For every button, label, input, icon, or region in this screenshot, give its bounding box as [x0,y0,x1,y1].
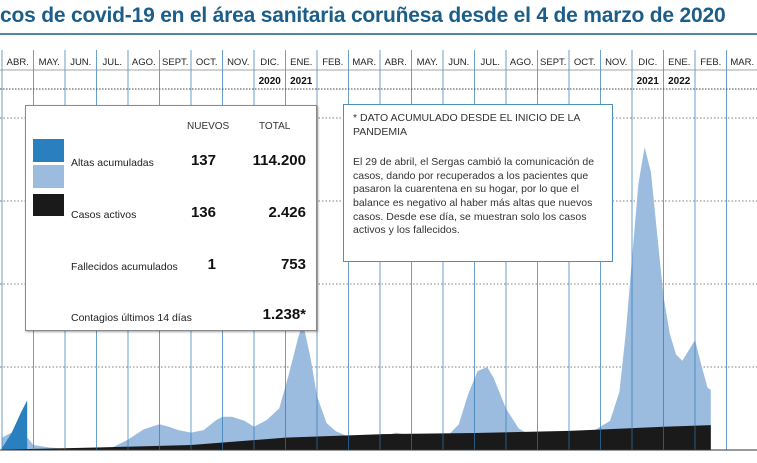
month-tick-label: JUL. [480,57,500,68]
month-tick-label: OCT. [574,57,596,68]
month-tick-label: FEB. [700,57,721,68]
month-tick-label: NOV. [227,57,249,68]
month-tick-label: MAR. [352,57,376,68]
legend-box: NUEVOS TOTAL Altas acumuladas 137 114.20… [25,105,317,331]
note-body: El 29 de abril, el Sergas cambió la comu… [353,156,595,237]
swatch-altas-dark [33,139,64,162]
month-tick-label: JUL. [102,57,122,68]
month-tick-label: AGO. [132,57,156,68]
month-tick-label: FEB. [322,57,343,68]
series-area-2 [2,425,711,450]
legend-label-fallecidos: Fallecidos acumulados [71,261,178,273]
legend-col-total: TOTAL [259,121,291,132]
month-tick-label: AGO. [510,57,534,68]
legend-total-contagios: 1.238* [262,306,306,323]
month-tick-label: ENE. [668,57,690,68]
month-tick-label: MAR. [730,57,754,68]
year-label: 2021 [290,76,313,87]
month-tick-label: SEPT. [162,57,188,68]
month-tick-label: ABR. [385,57,407,68]
series-area-1 [2,400,28,450]
legend-col-new: NUEVOS [187,121,230,132]
month-tick-label: DIC. [638,57,657,68]
chart-title: cos de covid-19 en el área sanitaria cor… [0,4,726,27]
legend-new-altas: 137 [190,152,216,169]
swatch-altas-light [33,165,64,188]
legend-label-activos: Casos activos [71,209,137,221]
month-tick-label: OCT. [196,57,218,68]
legend-new-activos: 136 [190,204,216,221]
year-label: 2021 [637,76,660,87]
series-area-0 [2,147,711,450]
month-tick-label: NOV. [605,57,627,68]
swatch-activos [33,194,64,216]
month-tick-label: JUN. [448,57,469,68]
note-box: * DATO ACUMULADO DESDE EL INICIO DE LA P… [343,104,613,262]
legend-total-activos: 2.426 [268,204,306,221]
month-tick-label: DIC. [260,57,279,68]
month-tick-label: MAY. [417,57,438,68]
legend-label-contagios: Contagios últimos 14 días [71,312,192,324]
legend-new-fallecidos: 1 [207,256,216,273]
year-label: 2020 [259,76,282,87]
month-tick-label: ENE. [290,57,312,68]
legend-label-altas: Altas acumuladas [71,157,154,169]
month-tick-label: ABR. [7,57,29,68]
year-label: 2022 [668,76,691,87]
legend-total-altas: 114.200 [252,152,306,169]
note-header: * DATO ACUMULADO DESDE EL INICIO DE LA P… [353,112,580,138]
month-tick-label: JUN. [70,57,91,68]
month-tick-label: MAY. [39,57,60,68]
month-tick-label: SEPT. [540,57,566,68]
legend-total-fallecidos: 753 [280,256,306,273]
